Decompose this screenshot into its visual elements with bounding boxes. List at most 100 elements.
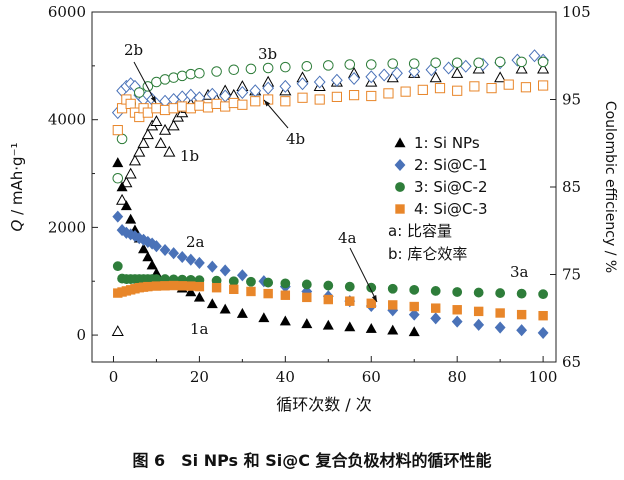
- si-c-3-efficiency-point: [366, 90, 377, 102]
- si-c-1-efficiency-point: [313, 75, 326, 89]
- si-c-3-capacity-point: [473, 306, 484, 317]
- si-c-3-efficiency-point: [297, 92, 308, 103]
- si-c-2-efficiency-point: [430, 57, 442, 69]
- si-c-1-efficiency-point: [348, 71, 360, 86]
- si-nps-capacity-point: [142, 251, 154, 262]
- arrow-2b: [133, 61, 157, 104]
- si-c-1-efficiency-point: [442, 61, 455, 75]
- si-c-3-efficiency-point: [417, 84, 428, 95]
- y-right-axis-label: Coulombic efficiency / %: [602, 101, 618, 273]
- si-c-3-efficiency-point: [151, 103, 162, 114]
- si-c-3-efficiency-point: [250, 96, 261, 107]
- legend-entry: 1: Si NPs: [414, 134, 480, 152]
- si-c-3-efficiency-point: [348, 90, 360, 101]
- si-c-2-capacity-point: [495, 288, 506, 298]
- si-c-3-efficiency-point: [520, 82, 532, 93]
- x-tick-label: 60: [362, 368, 381, 386]
- si-c-2-efficiency-point: [176, 70, 188, 82]
- si-nps-capacity-point: [219, 303, 231, 314]
- arrow-2b-head: [150, 96, 156, 103]
- si-nps-capacity-point: [138, 243, 150, 254]
- si-c-3-capacity-point: [409, 301, 419, 312]
- x-tick-label: 0: [109, 368, 119, 386]
- si-c-3-efficiency-point: [280, 96, 291, 107]
- si-c-1-capacity-point: [494, 321, 506, 334]
- si-c-2-efficiency-point: [116, 133, 128, 145]
- si-c-1-capacity-point: [159, 243, 171, 257]
- plot-frame: [91, 11, 557, 363]
- si-c-3-capacity-point: [302, 292, 312, 303]
- si-c-2-capacity-point: [387, 283, 398, 294]
- arrow-4a: [349, 247, 378, 303]
- legend-marker: [394, 158, 406, 172]
- si-c-3-efficiency-point: [159, 104, 171, 116]
- curve-label-3b: 3b: [258, 45, 277, 63]
- si-nps-efficiency-point: [124, 167, 137, 179]
- si-c-3-efficiency-point: [469, 81, 480, 92]
- si-c-2-efficiency-point: [168, 72, 179, 83]
- si-c-2-capacity-point: [228, 276, 239, 287]
- si-nps-capacity-point: [365, 322, 377, 333]
- curve-label-2b: 2b: [124, 41, 143, 59]
- curve-label-4a: 4a: [338, 229, 357, 247]
- figure-caption: 图 6 Si NPs 和 Si@C 复合负极材料的循环性能: [132, 451, 492, 470]
- si-c-3-capacity-point: [366, 298, 376, 309]
- si-c-2-efficiency-point: [516, 56, 527, 68]
- si-c-1-efficiency-point: [236, 85, 249, 100]
- si-c-1-efficiency-point: [176, 90, 189, 104]
- si-nps-efficiency-point: [537, 62, 550, 74]
- si-nps-capacity-point: [185, 286, 197, 297]
- si-nps-efficiency-point: [451, 67, 464, 78]
- si-c-3-capacity-point: [495, 308, 505, 318]
- annotation-arrows: [133, 61, 378, 303]
- si-c-1-efficiency-point: [528, 49, 541, 63]
- si-c-1-capacity-point: [408, 308, 420, 321]
- si-c-3-efficiency-point: [142, 107, 153, 118]
- si-c-2-efficiency-point: [280, 61, 291, 73]
- si-c-2-efficiency-point: [365, 59, 377, 70]
- si-nps-capacity-point: [258, 312, 270, 323]
- si-c-3-capacity-point: [143, 281, 153, 292]
- legend-note: b: 库仑效率: [388, 245, 467, 263]
- data-marks: [111, 49, 550, 339]
- si-c-1-capacity-point: [219, 264, 231, 277]
- si-nps-efficiency-point: [116, 193, 129, 205]
- si-nps-efficiency-point: [111, 325, 124, 337]
- si-c-1-efficiency-point: [365, 70, 378, 84]
- si-c-2-capacity-point: [280, 278, 291, 289]
- y-left-tick-label: 6000: [48, 3, 86, 21]
- si-c-3-efficiency-point: [202, 102, 214, 113]
- si-nps-capacity-point: [146, 259, 158, 270]
- si-c-3-capacity-point: [263, 288, 273, 299]
- si-c-1-efficiency-point: [296, 77, 309, 91]
- curve-label-1a: 1a: [190, 320, 209, 338]
- si-c-1-efficiency-point: [262, 81, 275, 95]
- si-c-2-efficiency-point: [408, 58, 420, 69]
- si-c-1-capacity-point: [516, 324, 528, 337]
- si-c-3-capacity-point: [160, 281, 170, 291]
- si-c-1-efficiency-point: [279, 79, 292, 93]
- arrow-4b-head: [264, 100, 271, 107]
- si-c-3-capacity-point: [151, 281, 162, 291]
- si-c-1-efficiency-point: [408, 64, 421, 79]
- x-axis-label: 循环次数 / 次: [276, 395, 372, 414]
- curve-label-1b: 1b: [180, 147, 199, 165]
- si-c-2-capacity-point: [430, 286, 441, 296]
- si-c-2-capacity-point: [516, 288, 527, 299]
- si-nps-capacity-point: [408, 326, 420, 337]
- si-c-3-efficiency-point: [383, 88, 394, 99]
- si-c-3-capacity-point: [452, 305, 462, 315]
- si-c-3-efficiency-point: [112, 125, 123, 136]
- legend-note: a: 比容量: [388, 222, 452, 240]
- si-c-2-efficiency-point: [262, 62, 274, 74]
- legend-marker: [395, 204, 405, 214]
- legend-entry: 3: Si@C-2: [414, 178, 487, 196]
- si-c-3-capacity-point: [168, 280, 179, 291]
- si-c-2-capacity-point: [112, 261, 123, 272]
- legend-entry: 4: Si@C-3: [414, 200, 487, 218]
- si-c-1-efficiency-point: [459, 59, 472, 73]
- si-nps-capacity-point: [206, 298, 218, 309]
- si-nps-capacity-point: [120, 200, 132, 211]
- y-left-symbol: Q: [8, 220, 26, 232]
- si-c-1-capacity-point: [473, 318, 485, 331]
